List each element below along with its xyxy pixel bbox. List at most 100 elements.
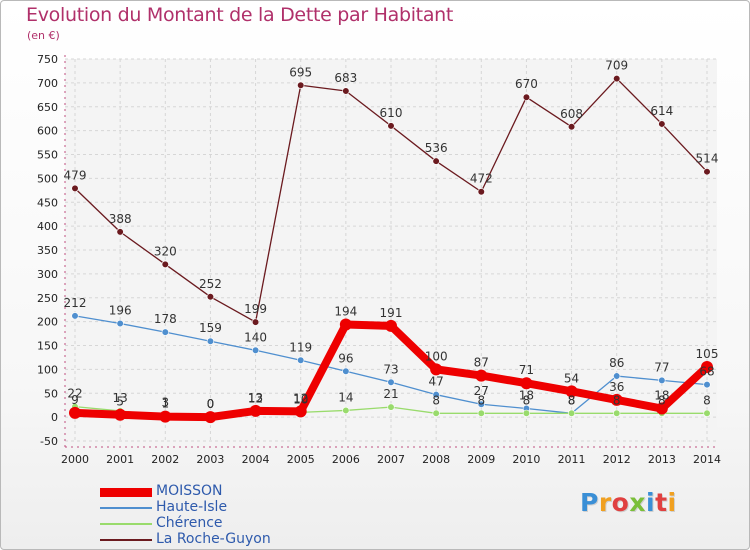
- x-tick-label: 2007: [377, 453, 405, 466]
- x-tick-label: 2009: [467, 453, 495, 466]
- data-point-la-roche-guyon: [658, 120, 666, 128]
- data-point-ch-rence: [477, 409, 485, 417]
- data-label-haute-isle: 178: [154, 312, 177, 326]
- y-tick-label: 750: [37, 53, 58, 66]
- data-point-la-roche-guyon: [206, 293, 215, 301]
- data-label-ch-rence: 3: [161, 396, 169, 410]
- data-label-haute-isle: 159: [199, 321, 222, 335]
- data-point-moisson: [430, 363, 443, 376]
- x-tick-label: 2011: [558, 453, 586, 466]
- data-point-moisson: [69, 406, 81, 419]
- data-point-haute-isle: [477, 400, 485, 408]
- data-label-ch-rence: 13: [113, 391, 128, 405]
- legend-label: MOISSON: [156, 483, 223, 499]
- logo-letter: r: [598, 488, 612, 517]
- legend-label: Haute-Isle: [156, 499, 228, 515]
- data-point-la-roche-guyon: [432, 157, 440, 165]
- y-tick-label: 700: [37, 77, 58, 90]
- x-tick-label: 2004: [242, 453, 270, 466]
- data-label-ch-rence: 21: [383, 387, 398, 401]
- data-label-la-roche-guyon: 479: [64, 168, 87, 182]
- data-point-moisson: [565, 385, 578, 398]
- data-label-haute-isle: 196: [109, 304, 132, 318]
- data-point-la-roche-guyon: [251, 318, 260, 326]
- data-point-haute-isle: [297, 356, 305, 364]
- y-tick-label: 150: [37, 340, 58, 353]
- data-label-moisson: 18: [654, 389, 669, 403]
- data-label-la-roche-guyon: 670: [515, 77, 538, 91]
- data-label-haute-isle: 119: [289, 340, 312, 354]
- data-point-la-roche-guyon: [387, 122, 395, 130]
- data-point-haute-isle: [387, 378, 395, 386]
- data-point-haute-isle: [206, 337, 215, 345]
- data-label-ch-rence: 10: [293, 392, 308, 406]
- data-label-moisson: 54: [564, 371, 579, 385]
- data-label-la-roche-guyon: 608: [560, 107, 583, 121]
- x-tick-label: 2002: [151, 453, 179, 466]
- data-label-moisson: 191: [380, 306, 403, 320]
- data-label-ch-rence: 22: [67, 387, 82, 401]
- logo-letter: o: [611, 488, 630, 517]
- data-label-la-roche-guyon: 683: [334, 71, 357, 85]
- data-point-moisson: [655, 402, 668, 415]
- data-label-ch-rence: 8: [432, 393, 440, 407]
- x-tick-label: 2005: [287, 453, 315, 466]
- data-label-moisson: 194: [334, 304, 357, 318]
- y-tick-label: 100: [37, 363, 58, 376]
- chart-unit: (en €): [27, 29, 60, 42]
- data-point-haute-isle: [703, 381, 711, 389]
- x-tick-label: 2014: [693, 453, 721, 466]
- x-tick-label: 2003: [196, 453, 224, 466]
- chart-title: Evolution du Montant de la Dette par Hab…: [26, 4, 454, 26]
- data-point-la-roche-guyon: [567, 123, 576, 131]
- y-tick-label: 600: [37, 125, 58, 138]
- data-point-la-roche-guyon: [161, 260, 169, 268]
- data-point-ch-rence: [613, 409, 621, 417]
- data-label-moisson: 9: [71, 393, 79, 407]
- data-label-moisson: 13: [248, 391, 263, 405]
- data-label-la-roche-guyon: 614: [650, 104, 673, 118]
- legend-swatch: [100, 507, 152, 509]
- data-label-la-roche-guyon: 610: [380, 106, 403, 120]
- data-label-moisson: 100: [425, 349, 448, 363]
- data-point-la-roche-guyon: [477, 188, 485, 196]
- data-label-haute-isle: 8: [568, 393, 576, 407]
- data-point-haute-isle: [342, 367, 350, 375]
- data-point-moisson: [701, 360, 713, 373]
- data-label-ch-rence: 8: [568, 393, 576, 407]
- legend-swatch: [100, 487, 152, 497]
- y-tick-label: 0: [51, 411, 58, 424]
- logo-letter: t: [655, 488, 668, 517]
- logo-letter: P: [580, 488, 599, 517]
- data-point-moisson: [610, 393, 623, 406]
- data-label-la-roche-guyon: 514: [696, 152, 719, 166]
- data-point-moisson: [339, 318, 352, 331]
- logo-letter: x: [629, 488, 646, 517]
- data-label-haute-isle: 27: [474, 384, 489, 398]
- data-point-moisson: [249, 404, 262, 417]
- data-point-la-roche-guyon: [342, 87, 350, 95]
- data-label-haute-isle: 96: [338, 351, 353, 365]
- data-point-la-roche-guyon: [116, 228, 124, 236]
- data-point-haute-isle: [658, 376, 666, 384]
- data-label-moisson: 0: [207, 397, 215, 411]
- legend-label: La Roche-Guyon: [156, 531, 271, 547]
- data-point-ch-rence: [432, 409, 440, 417]
- data-label-la-roche-guyon: 472: [470, 172, 493, 186]
- data-label-la-roche-guyon: 388: [109, 212, 132, 226]
- data-point-moisson: [520, 377, 533, 390]
- data-point-ch-rence: [522, 409, 531, 417]
- data-label-la-roche-guyon: 536: [425, 141, 448, 155]
- y-tick-label: -50: [40, 435, 58, 448]
- data-point-haute-isle: [251, 346, 260, 354]
- x-tick-label: 2006: [332, 453, 360, 466]
- data-point-la-roche-guyon: [297, 81, 305, 89]
- data-label-moisson: 36: [609, 380, 624, 394]
- x-tick-label: 2008: [422, 453, 450, 466]
- data-label-ch-rence: 8: [703, 393, 711, 407]
- data-point-moisson: [204, 411, 217, 424]
- data-point-la-roche-guyon: [703, 168, 711, 176]
- y-tick-label: 250: [37, 292, 58, 305]
- data-label-la-roche-guyon: 199: [244, 302, 267, 316]
- data-label-moisson: 5: [116, 395, 124, 409]
